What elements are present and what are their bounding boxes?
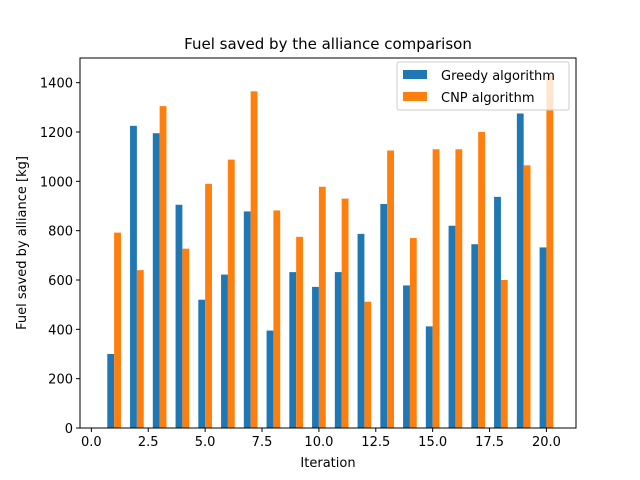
bar-cnp-11: [341, 198, 349, 428]
bar-greedy-3: [152, 133, 160, 428]
bar-cnp-19: [523, 165, 531, 429]
legend: Greedy algorithm CNP algorithm: [396, 61, 570, 111]
x-tick-label: 0.0: [81, 435, 102, 450]
bar-cnp-17: [478, 132, 485, 428]
bar-cnp-15: [432, 149, 440, 428]
bar-greedy-14: [403, 285, 410, 428]
bar-cnp-8: [273, 210, 281, 428]
bar-cnp-10: [318, 186, 326, 428]
plot-frame: [79, 57, 577, 429]
x-tick-label: 15.0: [418, 435, 447, 450]
x-tick-label: 20.0: [532, 435, 561, 450]
bar-cnp-18: [500, 280, 508, 428]
y-tick-label: 200: [48, 373, 73, 388]
bar-greedy-11: [334, 272, 342, 428]
bar-greedy-8: [266, 330, 274, 428]
bar-greedy-1: [107, 354, 115, 428]
bar-cnp-3: [159, 106, 167, 428]
legend-swatch-cnp: [403, 92, 427, 101]
x-tick-label: 17.5: [475, 435, 504, 450]
x-tick-label: 5.0: [195, 435, 216, 450]
bar-cnp-4: [182, 248, 190, 428]
x-tick-label: 10.0: [304, 435, 333, 450]
bar-cnp-20: [546, 75, 554, 429]
bar-cnp-9: [296, 236, 303, 428]
bar-greedy-10: [312, 286, 319, 428]
bar-greedy-5: [198, 299, 206, 428]
y-tick-label: 1000: [40, 175, 73, 190]
bar-greedy-6: [221, 274, 228, 428]
y-tick-label: 1200: [40, 126, 73, 141]
legend-box: [396, 61, 570, 111]
y-axis-ticks: 0 200 400 600 800 1000 1200 1400: [40, 77, 80, 437]
x-axis-label: Iteration: [300, 456, 355, 471]
bar-greedy-7: [243, 211, 251, 428]
bar-cnp-12: [364, 301, 372, 428]
bar-greedy-12: [357, 233, 365, 428]
y-tick-label: 600: [48, 274, 73, 289]
bar-cnp-1: [114, 232, 121, 428]
bar-greedy-15: [425, 326, 433, 428]
bar-cnp-16: [455, 149, 463, 428]
bar-greedy-20: [539, 247, 547, 428]
bar-greedy-2: [130, 125, 137, 428]
legend-swatch-greedy: [403, 70, 427, 79]
bar-cnp-13: [387, 150, 394, 428]
y-tick-label: 800: [48, 225, 73, 240]
y-axis-label: Fuel saved by alliance [kg]: [15, 156, 30, 330]
bar-greedy-16: [448, 225, 456, 428]
x-tick-label: 2.5: [138, 435, 159, 450]
y-tick-label: 1400: [40, 77, 73, 92]
bar-greedy-13: [380, 204, 388, 428]
bar-greedy-17: [471, 244, 479, 428]
bar-cnp-14: [409, 238, 417, 428]
x-tick-label: 12.5: [361, 435, 390, 450]
bar-greedy-9: [289, 272, 297, 428]
bar-greedy-4: [175, 204, 183, 428]
y-tick-label: 400: [48, 323, 73, 338]
bar-greedy-18: [494, 196, 501, 428]
bar-cnp-6: [227, 159, 235, 429]
bar-cnp-5: [205, 183, 212, 428]
y-tick-label: 0: [65, 422, 73, 437]
legend-label-greedy: Greedy algorithm: [441, 69, 555, 84]
x-axis-ticks: 0.0 2.5 5.0 7.5 10.0 12.5 15.0 17.5 20.0: [81, 428, 561, 450]
legend-label-cnp: CNP algorithm: [441, 91, 535, 106]
chart-title: Fuel saved by the alliance comparison: [184, 35, 472, 53]
x-tick-label: 7.5: [252, 435, 273, 450]
bar-cnp-7: [250, 91, 258, 429]
bar-greedy-19: [516, 113, 524, 428]
bar-cnp-2: [136, 270, 144, 428]
bars-group: [107, 75, 554, 429]
